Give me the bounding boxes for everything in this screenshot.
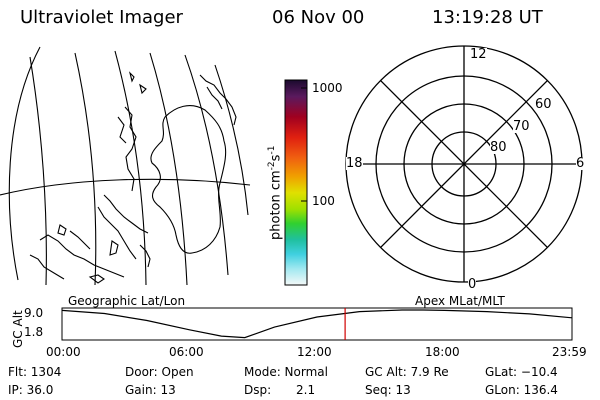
gain-value: Gain: 13 — [125, 383, 176, 397]
mlt-label-12: 12 — [470, 47, 487, 62]
date-label: 06 Nov 00 — [272, 7, 365, 28]
colorbar-unit-label: photon cm-2s-1 — [267, 145, 284, 240]
orbit-xtick-1: 06:00 — [169, 345, 204, 359]
ip-value: IP: 36.0 — [8, 383, 54, 397]
orbit-altitude-line — [61, 309, 573, 339]
geographic-latitude: GLat: −10.4 — [485, 365, 558, 379]
door-status: Door: Open — [125, 365, 194, 379]
orbit-altitude-chart — [61, 307, 573, 341]
orbit-ytick-bottom: 1.8 — [24, 325, 44, 339]
orbit-xtick-2: 12:00 — [297, 345, 332, 359]
geographic-longitude: GLon: 136.4 — [485, 383, 558, 397]
flight-number: Flt: 1304 — [8, 365, 62, 379]
orbit-yaxis-label: GC Alt — [11, 310, 25, 348]
mlat-label-70: 70 — [513, 119, 530, 134]
geographic-panel-title: Geographic Lat/Lon — [68, 294, 186, 308]
gc-altitude: GC Alt: 7.9 Re — [365, 365, 449, 379]
time-label: 13:19:28 UT — [432, 7, 543, 28]
colorbar-tick-1000: 1000 — [312, 81, 343, 95]
mlt-label-18: 18 — [346, 156, 363, 171]
geographic-map — [0, 46, 251, 286]
sequence-number: Seq: 13 — [365, 383, 411, 397]
mlat-label-80: 80 — [490, 140, 507, 155]
apex-panel-title: Apex MLat/MLT — [415, 294, 505, 308]
dsp-label: Dsp: — [244, 383, 272, 397]
colorbar-tick-100: 100 — [312, 194, 335, 208]
mlt-label-0: 0 — [468, 277, 477, 292]
orbit-xtick-3: 18:00 — [425, 345, 460, 359]
instrument-title: Ultraviolet Imager — [20, 7, 183, 28]
orbit-ytick-top: 9.0 — [24, 306, 44, 320]
mlt-label-6: 6 — [576, 156, 585, 171]
dsp-value: 2.1 — [296, 383, 316, 397]
polar-mlat-mlt-plot — [345, 45, 583, 283]
mode-status: Mode: Normal — [244, 365, 328, 379]
mlat-label-60: 60 — [535, 97, 552, 112]
orbit-xtick-0: 00:00 — [46, 345, 81, 359]
orbit-xtick-4: 23:59 — [552, 345, 587, 359]
orbit-chart-frame — [61, 307, 573, 341]
intensity-colorbar — [284, 79, 308, 286]
